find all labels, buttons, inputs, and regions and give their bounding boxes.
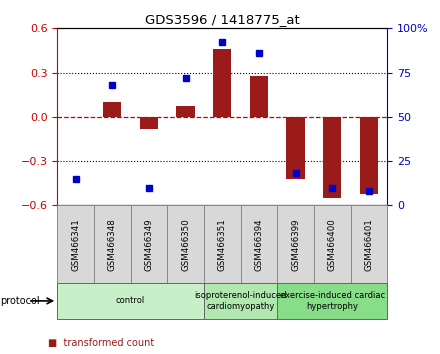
Bar <box>286 117 305 179</box>
Bar <box>351 205 387 283</box>
Text: isoproterenol-induced
cardiomyopathy: isoproterenol-induced cardiomyopathy <box>194 291 287 310</box>
Text: GSM466400: GSM466400 <box>328 218 337 271</box>
Text: protocol: protocol <box>0 296 40 306</box>
Bar <box>360 117 378 194</box>
Text: control: control <box>116 296 145 306</box>
Bar <box>213 49 231 117</box>
Bar <box>131 205 167 283</box>
Text: GSM466351: GSM466351 <box>218 218 227 271</box>
Bar <box>277 283 387 319</box>
Bar <box>204 205 241 283</box>
Text: GSM466401: GSM466401 <box>364 218 374 271</box>
Bar <box>176 107 195 117</box>
Bar <box>314 205 351 283</box>
Bar <box>94 205 131 283</box>
Text: GSM466349: GSM466349 <box>144 218 154 270</box>
Text: ■  transformed count: ■ transformed count <box>48 338 154 348</box>
Bar <box>277 205 314 283</box>
Bar <box>167 205 204 283</box>
Text: exercise-induced cardiac
hypertrophy: exercise-induced cardiac hypertrophy <box>280 291 385 310</box>
Bar <box>323 117 341 198</box>
Text: GSM466399: GSM466399 <box>291 218 300 270</box>
Bar <box>241 205 277 283</box>
Text: GSM466348: GSM466348 <box>108 218 117 271</box>
Text: GSM466341: GSM466341 <box>71 218 80 271</box>
Bar <box>140 117 158 129</box>
Bar <box>57 283 204 319</box>
Bar <box>204 283 277 319</box>
Bar <box>103 102 121 117</box>
Bar <box>250 75 268 117</box>
Text: GSM466394: GSM466394 <box>254 218 264 270</box>
Title: GDS3596 / 1418775_at: GDS3596 / 1418775_at <box>145 13 300 26</box>
Bar <box>57 205 94 283</box>
Text: GSM466350: GSM466350 <box>181 218 190 271</box>
